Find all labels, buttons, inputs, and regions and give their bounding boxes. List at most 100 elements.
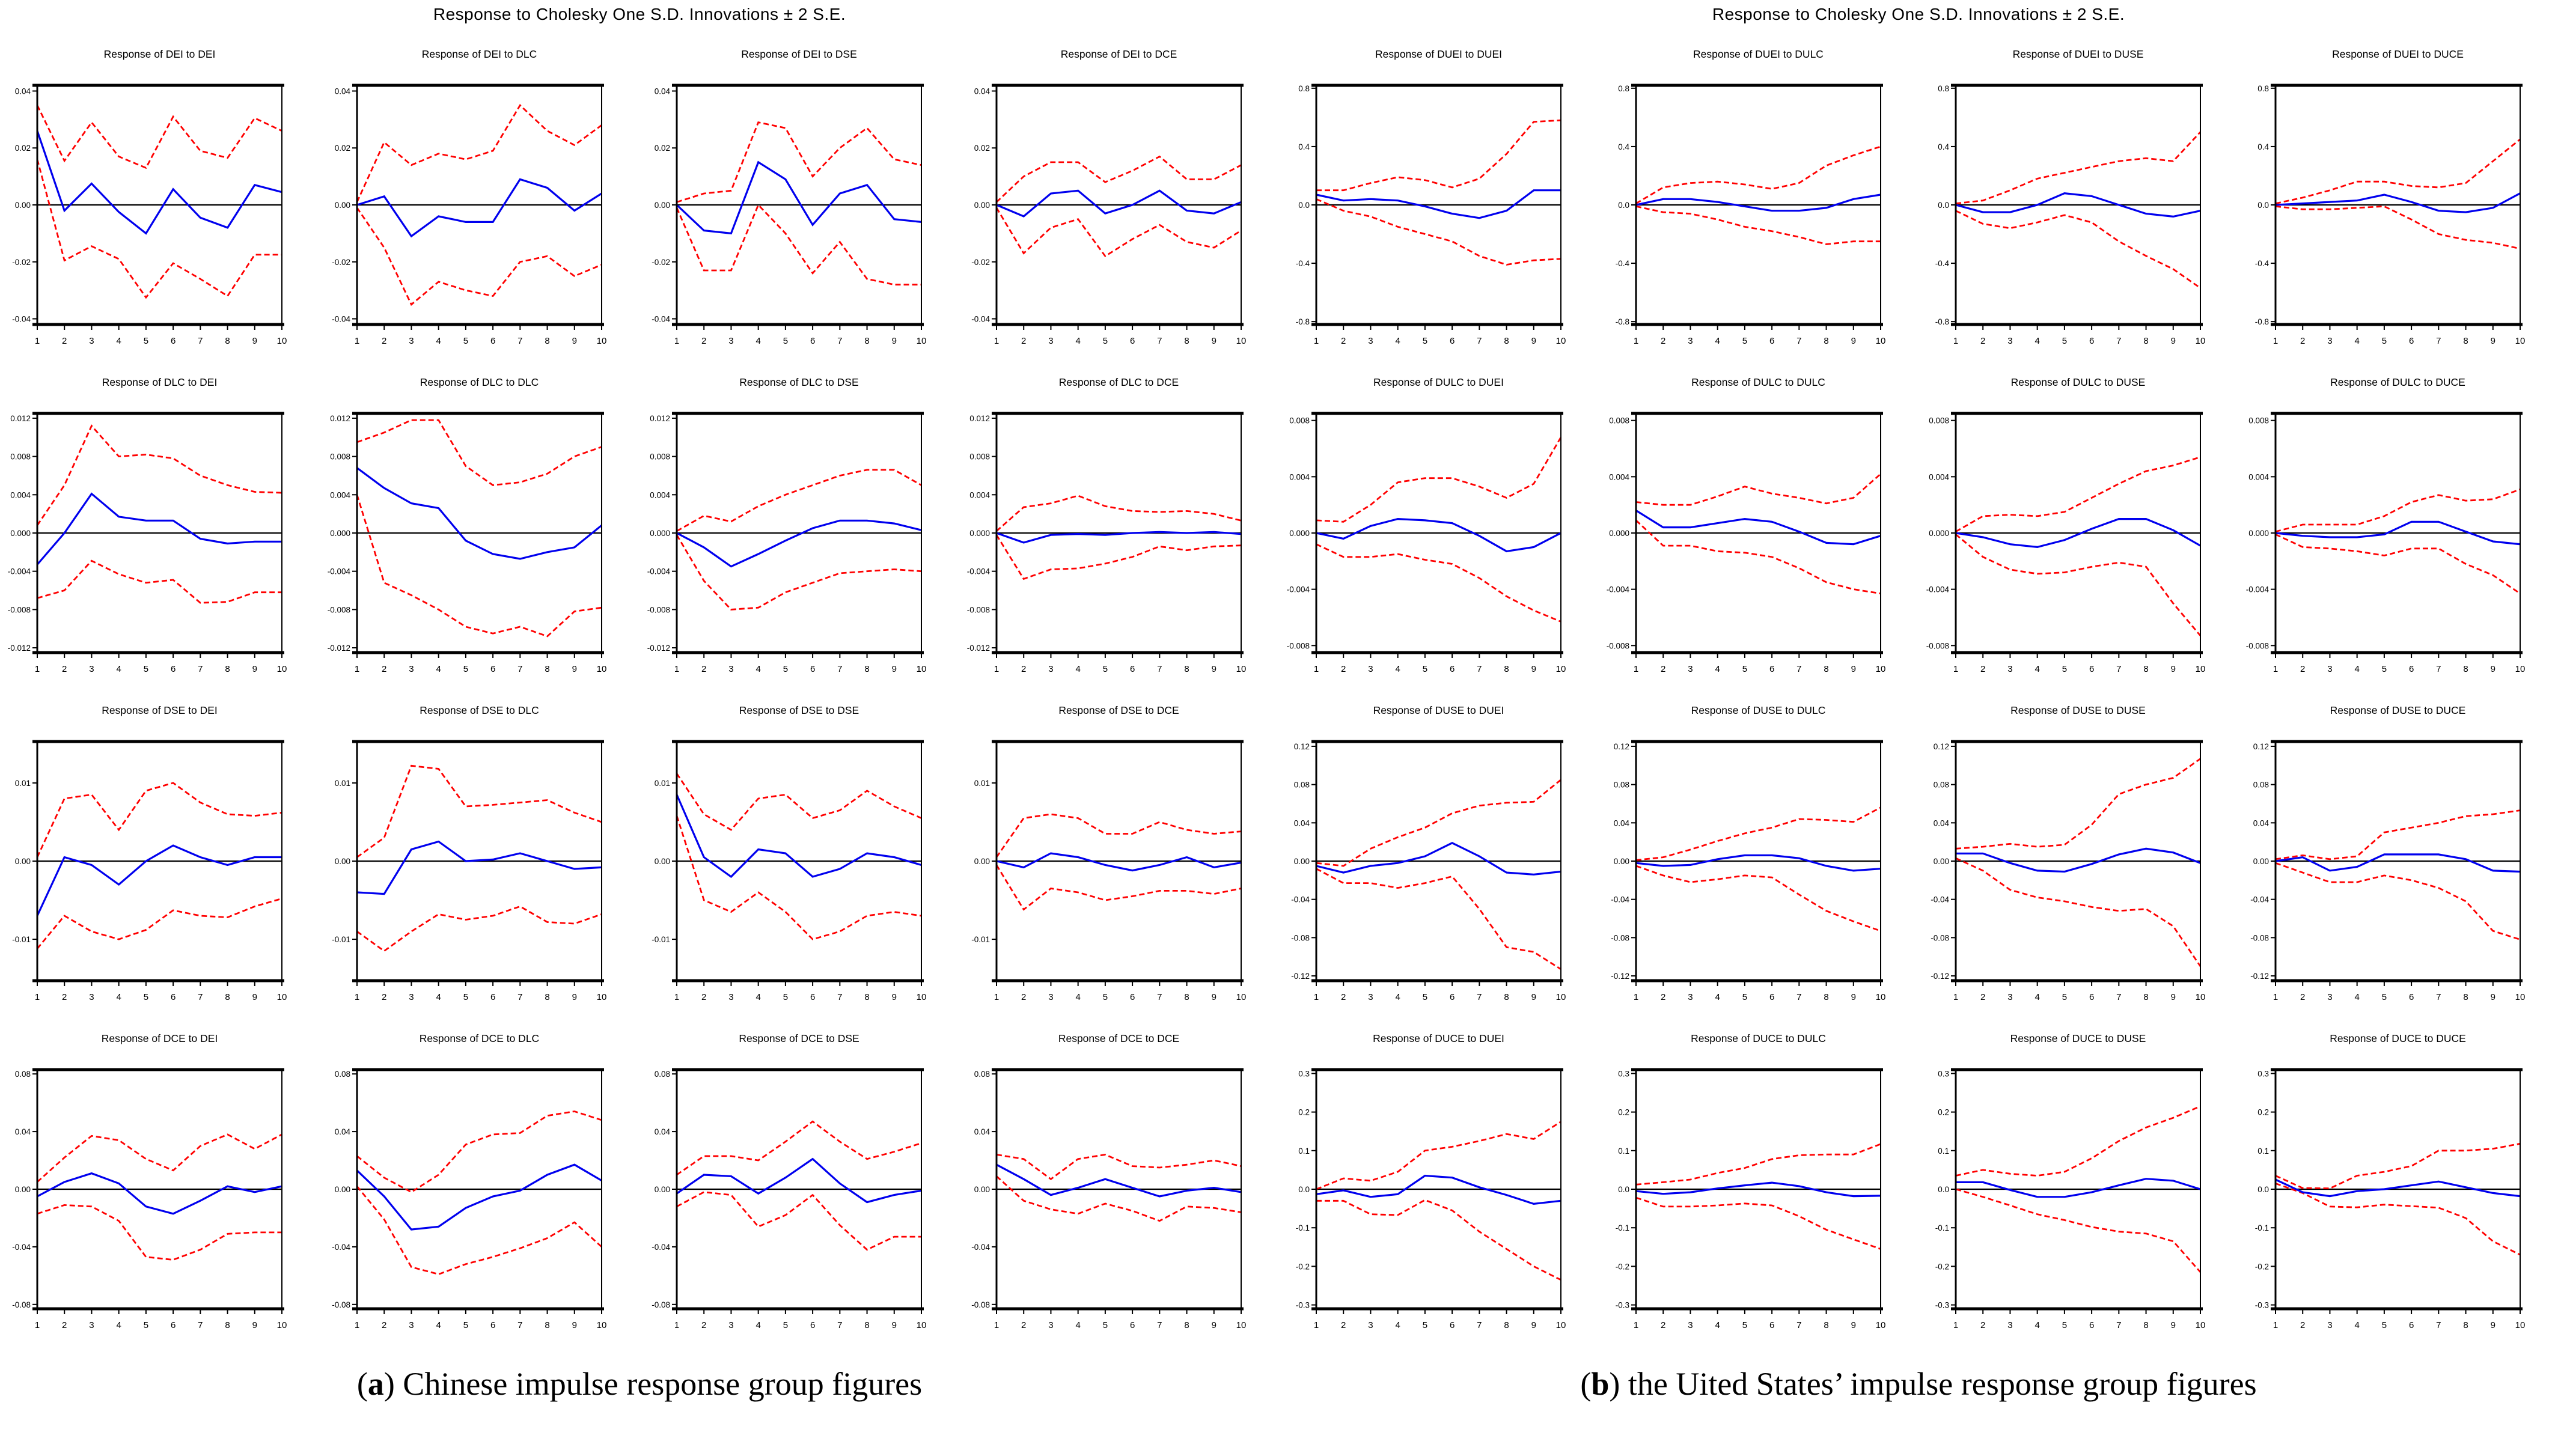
subplot-title: Response of DCE to DCE: [1058, 1032, 1179, 1044]
y-tick-label: 0.8: [1938, 84, 1949, 93]
x-tick-label: 4: [1075, 992, 1080, 1002]
upper-band-line: [2275, 1142, 2521, 1190]
x-tick-label: 10: [2196, 1320, 2206, 1330]
x-tick-label: 1: [674, 992, 679, 1002]
subplot-title: Response of DULC to DUSE: [2011, 376, 2146, 388]
x-tick-label: 5: [144, 1320, 148, 1330]
subplot: Response of DUCE to DUCE 0.3 0.2 0.1 0.0 -0.1…: [2255, 1032, 2526, 1330]
x-tick-label: 9: [1531, 664, 1536, 674]
chart-cell-b-r4-c3: Response of DUCE to DUSE 0.3 0.2 0.1 0.0 -0.1…: [1918, 1028, 2238, 1356]
y-tick-label: 0.00: [335, 1185, 350, 1194]
x-tick-label: 6: [1130, 664, 1135, 674]
x-tick-label: 5: [783, 1320, 788, 1330]
chart-cell-a-r4-c3: Response of DCE to DSE 0.08 0.04 0.00 -0.04 -…: [640, 1028, 959, 1356]
y-tick-label: -0.04: [652, 1243, 670, 1252]
x-tick-label: 8: [1504, 1320, 1509, 1330]
x-tick-label: 6: [2409, 992, 2414, 1002]
subplot-title: Response of DLC to DCE: [1059, 376, 1179, 388]
y-tick-label: -0.004: [1926, 585, 1950, 594]
lower-band-line: [995, 207, 1242, 258]
x-tick-label: 3: [2327, 336, 2332, 346]
x-tick-label: 10: [277, 1320, 287, 1330]
y-tick-label: 0.4: [1938, 142, 1949, 151]
upper-band-line: [676, 1120, 922, 1176]
lower-band-line: [2275, 205, 2521, 250]
y-tick-label: 0.04: [974, 1127, 991, 1136]
chart-cell-b-r2-c2: Response of DULC to DULC 0.008 0.004 0.000 -…: [1599, 371, 1918, 699]
x-tick-label: 10: [917, 336, 927, 346]
panel-a-title: Response to Cholesky One S.D. Innovation…: [433, 5, 846, 23]
y-tick-label: 0.000: [10, 529, 31, 538]
lower-band-line: [995, 864, 1242, 911]
x-tick-label: 10: [1876, 336, 1886, 346]
x-tick-label: 7: [517, 992, 522, 1002]
chart-cell-b-r4-c1: Response of DUCE to DUEI 0.3 0.2 0.1 0.0 -0.1…: [1279, 1028, 1599, 1356]
x-tick-label: 5: [1742, 1320, 1747, 1330]
y-tick-label: 0.008: [969, 452, 990, 461]
x-tick-label: 9: [2171, 1320, 2176, 1330]
y-tick-label: 0.000: [330, 529, 350, 538]
x-tick-label: 6: [1769, 664, 1774, 674]
x-tick-label: 2: [1661, 336, 1665, 346]
subplot: Response of DLC to DEI 0.012 0.008 0.004 0.0…: [8, 376, 287, 674]
x-tick-label: 3: [1368, 1320, 1373, 1330]
x-tick-label: 7: [2436, 336, 2441, 346]
lower-band-line: [2275, 1183, 2521, 1256]
x-tick-label: 4: [755, 1320, 760, 1330]
response-line: [2275, 520, 2521, 546]
x-tick-label: 7: [837, 992, 842, 1002]
y-tick-label: -0.012: [328, 644, 350, 653]
lower-band-line: [1955, 210, 2201, 289]
x-tick-label: 2: [62, 992, 67, 1002]
y-tick-label: 0.02: [974, 144, 990, 153]
y-tick-label: -0.004: [1287, 585, 1310, 594]
x-tick-label: 6: [810, 664, 815, 674]
x-tick-label: 4: [2354, 992, 2359, 1002]
upper-band-line: [356, 764, 602, 858]
x-tick-label: 8: [2463, 336, 2468, 346]
response-line: [1956, 847, 2201, 873]
y-tick-label: 0.012: [650, 414, 670, 423]
x-tick-label: 1: [355, 1320, 359, 1330]
y-tick-label: -0.3: [1616, 1301, 1629, 1310]
y-tick-label: -0.2: [1616, 1262, 1629, 1271]
x-tick-label: 7: [2436, 664, 2441, 674]
x-tick-label: 5: [2382, 664, 2387, 674]
y-tick-label: -0.12: [1931, 972, 1949, 981]
y-tick-label: 0.2: [1938, 1108, 1949, 1117]
x-tick-label: 9: [1851, 336, 1856, 346]
x-tick-label: 7: [2116, 1320, 2121, 1330]
x-tick-label: 6: [1450, 992, 1455, 1002]
y-tick-label: 0.08: [1294, 781, 1310, 790]
response-line: [1635, 854, 1881, 872]
x-tick-label: 8: [864, 1320, 869, 1330]
upper-band-line: [1955, 758, 2201, 850]
y-tick-label: 0.00: [2253, 857, 2269, 866]
y-tick-label: -0.02: [12, 258, 31, 267]
x-tick-label: 2: [382, 992, 386, 1002]
x-tick-label: 2: [1980, 992, 1985, 1002]
x-tick-label: 3: [89, 336, 94, 346]
subplot-title: Response of DCE to DEI: [102, 1032, 218, 1044]
lower-band-line: [676, 203, 921, 286]
x-tick-label: 5: [783, 992, 788, 1002]
x-tick-label: 8: [2463, 664, 2468, 674]
x-tick-label: 3: [1368, 664, 1373, 674]
x-tick-label: 5: [2382, 992, 2387, 1002]
x-tick-label: 5: [1103, 992, 1108, 1002]
x-tick-label: 1: [1953, 664, 1958, 674]
y-tick-label: -0.04: [332, 1243, 350, 1252]
y-tick-label: 0.00: [15, 201, 31, 210]
response-line: [676, 160, 922, 235]
y-tick-label: 0.00: [1934, 857, 1949, 866]
x-tick-label: 3: [2007, 1320, 2012, 1330]
x-tick-label: 2: [701, 336, 706, 346]
x-tick-label: 6: [2409, 664, 2414, 674]
y-tick-label: 0.1: [1298, 1147, 1310, 1156]
x-tick-label: 5: [463, 336, 468, 346]
x-tick-label: 7: [198, 1320, 203, 1330]
lower-band-line: [356, 1186, 602, 1275]
subplot-title: Response of DUCE to DUSE: [2010, 1032, 2146, 1044]
x-tick-label: 4: [116, 992, 121, 1002]
y-tick-label: 0.008: [1609, 416, 1629, 425]
